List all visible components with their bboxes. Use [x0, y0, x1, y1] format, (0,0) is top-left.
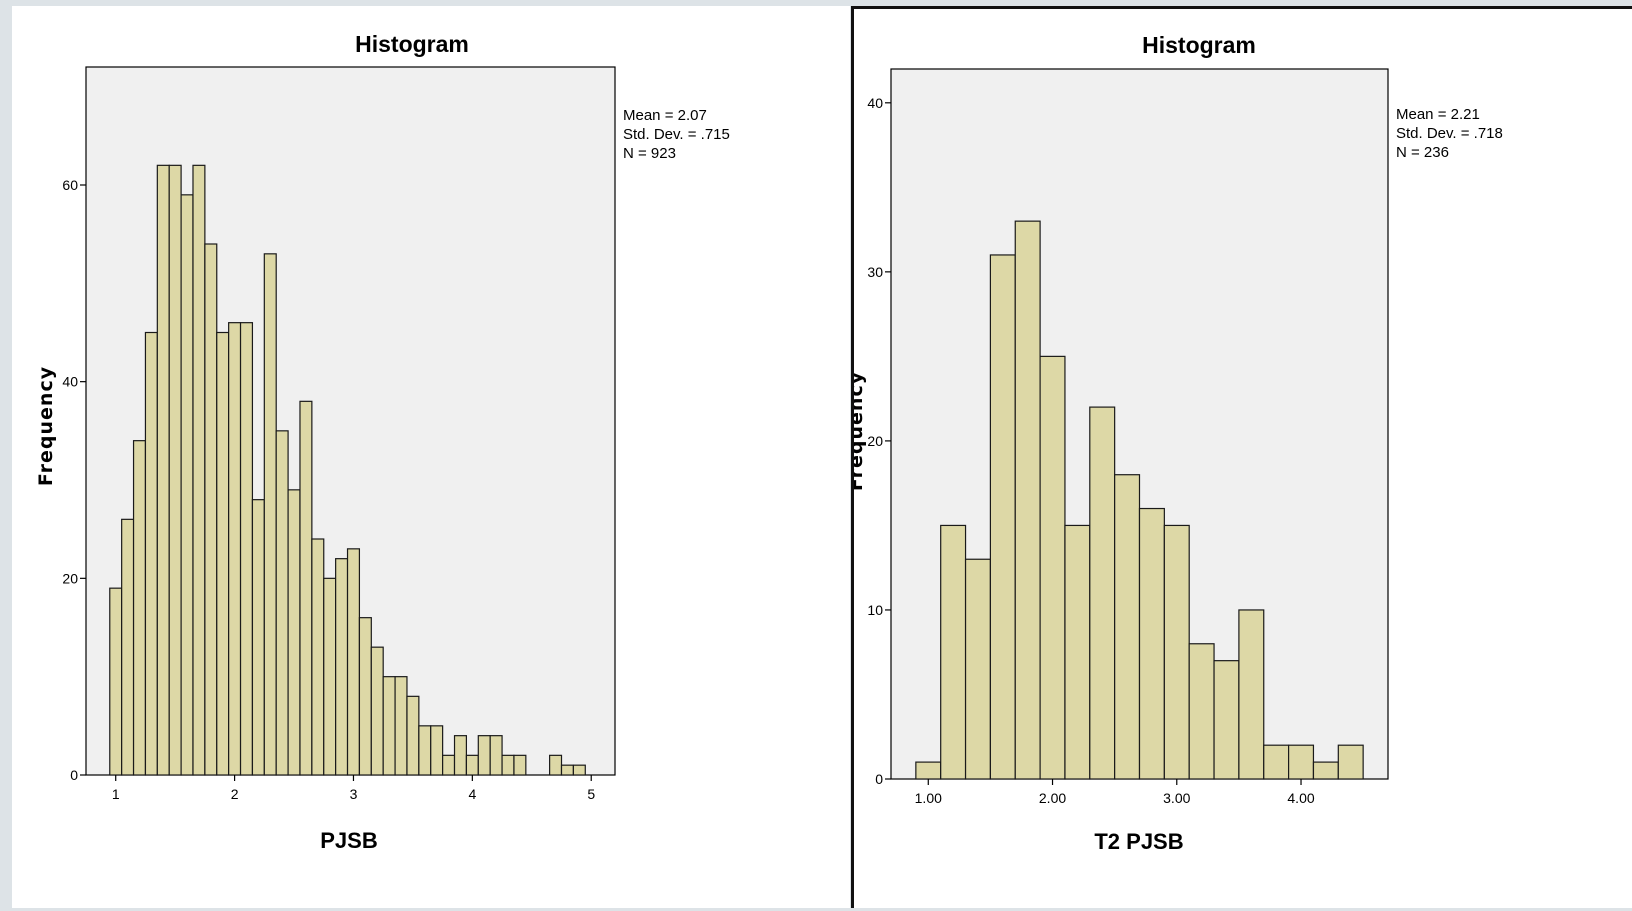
x-tick-label: 2 — [231, 786, 239, 802]
summary-statistic: Mean = 2.21 — [1396, 106, 1480, 123]
histogram-bar — [418, 725, 432, 776]
x-tick-label: 5 — [587, 786, 595, 802]
histogram-bar — [335, 558, 349, 776]
histogram-bar — [560, 764, 574, 776]
histogram-bar — [501, 754, 515, 776]
histogram-chart-pjsb: 1 2 3 4 5 0 20 40 60 Histogram PJSB Frequency Mean =… — [35, 31, 730, 853]
histogram-bar — [940, 524, 967, 780]
x-axis-label: PJSB — [320, 828, 377, 853]
y-axis-label: Frequency — [854, 371, 867, 491]
histogram-bar — [1238, 609, 1265, 780]
histogram-bar — [477, 735, 491, 776]
histogram-bar — [358, 617, 372, 776]
histogram-bar — [1312, 761, 1339, 780]
x-tick-label: 1 — [112, 786, 120, 802]
histogram-bar — [1014, 220, 1041, 780]
x-tick-label: 1.00 — [915, 790, 942, 806]
histogram-bar — [263, 253, 277, 776]
histogram-bar — [1213, 660, 1240, 780]
histogram-bar — [489, 735, 503, 776]
y-tick-label: 0 — [70, 767, 78, 783]
histogram-bar — [964, 558, 992, 780]
histogram-bar — [275, 430, 289, 776]
histogram-bar — [370, 646, 384, 776]
histogram-bar — [228, 322, 242, 776]
x-tick-label: 3 — [350, 786, 358, 802]
histogram-bar — [453, 735, 468, 776]
histogram-bar — [168, 164, 182, 776]
summary-statistic: Std. Dev. = .718 — [1396, 125, 1503, 142]
histogram-bar — [1288, 744, 1315, 780]
histogram-bar — [1039, 355, 1066, 780]
histogram-bar — [1114, 474, 1141, 780]
histogram-bar — [180, 194, 194, 776]
y-tick-label: 30 — [867, 264, 883, 280]
histogram-bar — [132, 440, 147, 776]
summary-statistic: Mean = 2.07 — [623, 107, 707, 124]
histogram-bar — [287, 489, 301, 776]
y-tick-label: 60 — [62, 177, 78, 193]
histogram-bar — [430, 725, 444, 776]
histogram-bar — [156, 164, 170, 776]
chart-title: Histogram — [355, 31, 469, 57]
histogram-bar — [192, 164, 206, 776]
y-tick-label: 20 — [62, 570, 78, 586]
y-tick-label: 10 — [867, 602, 883, 618]
histogram-bar — [1188, 643, 1215, 780]
summary-statistic: N = 236 — [1396, 144, 1449, 161]
histogram-bar — [144, 331, 158, 776]
histogram-panel-t2-pjsb: 1.00 2.00 3.00 4.00 0 10 20 30 40 Histogram T2 PJS… — [851, 6, 1632, 908]
histogram-bar — [204, 243, 218, 776]
histogram-bar — [121, 518, 135, 776]
y-tick-label: 20 — [867, 433, 883, 449]
histogram-bar — [382, 676, 396, 776]
histogram-bar — [251, 499, 265, 776]
chart-title: Histogram — [1142, 32, 1256, 58]
histogram-bar — [1263, 744, 1290, 780]
x-tick-label: 4 — [468, 786, 476, 802]
histogram-bar — [989, 254, 1016, 780]
y-axis-label: Frequency — [35, 366, 57, 486]
histogram-bar — [109, 587, 123, 776]
histogram-bar — [513, 754, 527, 776]
histogram-bar — [299, 400, 313, 776]
histogram-bar — [465, 754, 479, 776]
histogram-bar — [1163, 524, 1190, 780]
y-tick-label: 40 — [867, 95, 883, 111]
histogram-bar — [239, 322, 254, 776]
x-tick-label: 4.00 — [1287, 790, 1314, 806]
histogram-bar — [1138, 507, 1165, 780]
histogram-bar — [1064, 524, 1091, 780]
y-tick-label: 0 — [875, 771, 883, 787]
histogram-bar — [311, 538, 325, 776]
x-axis-label: T2 PJSB — [1094, 829, 1183, 854]
histogram-bar — [1089, 406, 1116, 780]
summary-statistic: Std. Dev. = .715 — [623, 126, 730, 143]
histogram-bar — [323, 577, 337, 776]
x-tick-label: 3.00 — [1163, 790, 1190, 806]
y-tick-label: 40 — [62, 374, 78, 390]
x-tick-label: 2.00 — [1039, 790, 1066, 806]
histogram-bar — [406, 695, 420, 776]
histogram-panel-pjsb: 1 2 3 4 5 0 20 40 60 Histogram PJSB Frequency Mean =… — [12, 6, 850, 908]
histogram-bar — [915, 761, 942, 780]
histogram-bar — [216, 331, 230, 776]
histogram-bar — [394, 676, 408, 776]
histogram-bar — [549, 754, 563, 776]
histogram-bar — [1337, 744, 1364, 780]
histogram-chart-t2-pjsb: 1.00 2.00 3.00 4.00 0 10 20 30 40 Histogram T2 PJS… — [854, 32, 1503, 854]
summary-statistic: N = 923 — [623, 145, 676, 162]
histogram-bar — [442, 754, 456, 776]
histogram-bar — [346, 548, 361, 776]
histogram-bar — [572, 764, 586, 776]
